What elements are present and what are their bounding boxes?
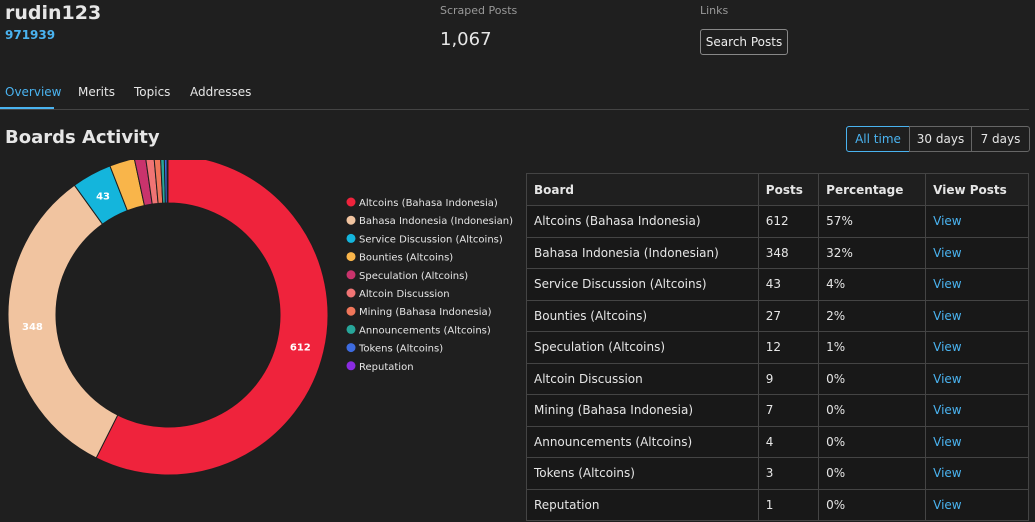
donut-slice — [95, 160, 329, 476]
table-cell: 0% — [818, 488, 927, 521]
tab[interactable]: Addresses — [190, 85, 252, 99]
legend-label: Service Discussion (Altcoins) — [359, 234, 503, 245]
view-link[interactable]: View — [925, 268, 1029, 301]
legend-label: Speculation (Altcoins) — [359, 271, 468, 282]
search-button[interactable]: Search Posts — [700, 29, 788, 55]
table-cell: 612 — [757, 205, 820, 238]
table-row: Announcements (Altcoins) 4 0% View — [526, 425, 1029, 458]
table-cell: 3 — [757, 457, 820, 490]
boards-table: Board Posts Percentage View Posts Altcoins (… — [526, 173, 1029, 521]
tab-underline — [0, 107, 54, 109]
table-cell: Altcoin Discussion — [526, 362, 759, 395]
table-row: Tokens (Altcoins) 3 0% View — [526, 457, 1029, 490]
range-button[interactable]: 7 days — [971, 126, 1030, 152]
view-link[interactable]: View — [925, 331, 1029, 364]
range-button[interactable]: 30 days — [909, 126, 972, 152]
table-cell: 4 — [757, 425, 820, 458]
table-row: Reputation 1 0% View — [526, 488, 1029, 521]
section-title: Boards Activity — [5, 127, 160, 148]
range-button[interactable]: All time — [846, 126, 910, 152]
table-cell: 12 — [757, 331, 820, 364]
table-cell: 4% — [818, 268, 927, 301]
table-cell: 43 — [757, 268, 820, 301]
view-link[interactable]: View — [925, 457, 1029, 490]
column-header: View Posts — [925, 173, 1029, 206]
table-cell: Altcoins (Bahasa Indonesia) — [526, 205, 759, 238]
legend-label: Altcoin Discussion — [359, 289, 450, 300]
table-cell: 0% — [818, 362, 927, 395]
table-cell: 9 — [757, 362, 820, 395]
table-cell: Reputation — [526, 488, 759, 521]
table-cell: Tokens (Altcoins) — [526, 457, 759, 490]
tab[interactable]: Merits — [78, 85, 115, 99]
scraped-value: 1,067 — [440, 29, 492, 50]
legend-swatch — [346, 343, 356, 353]
view-link[interactable]: View — [925, 299, 1029, 332]
user-id[interactable]: 971939 — [5, 28, 56, 42]
donut-slice — [166, 160, 169, 204]
donut-chart: 612 Altcoins (Bahasa Indonesia) 348 Bahasa … — [7, 160, 513, 476]
table-cell: Announcements (Altcoins) — [526, 425, 759, 458]
legend-swatch — [346, 306, 356, 316]
legend-swatch — [346, 197, 356, 207]
slice-label: 612 — [290, 342, 311, 353]
table-row: Bahasa Indonesia (Indonesian) 348 32% View — [526, 236, 1029, 269]
table-row: Bounties (Altcoins) 27 2% View — [526, 299, 1029, 332]
tab[interactable]: Overview — [5, 85, 62, 99]
legend-label: Tokens (Altcoins) — [358, 344, 443, 355]
table-cell: 32% — [818, 236, 927, 269]
table-cell: Bahasa Indonesia (Indonesian) — [526, 236, 759, 269]
legend-swatch — [346, 252, 356, 262]
table-cell: 0% — [818, 425, 927, 458]
tab[interactable]: Topics — [134, 85, 171, 99]
table-cell: Service Discussion (Altcoins) — [526, 268, 759, 301]
legend-swatch — [346, 324, 356, 334]
view-link[interactable]: View — [925, 425, 1029, 458]
legend-label: Reputation — [359, 362, 414, 373]
column-header: Board — [526, 173, 759, 206]
table-cell: 2% — [818, 299, 927, 332]
divider — [0, 109, 1029, 110]
table-cell: 57% — [818, 205, 927, 238]
table-cell: 1% — [818, 331, 927, 364]
legend-swatch — [346, 233, 356, 243]
table-cell: 7 — [757, 394, 820, 427]
table-row: Altcoins (Bahasa Indonesia) 612 57% View — [526, 205, 1029, 238]
table-cell: 27 — [757, 299, 820, 332]
slice-label: 348 — [22, 322, 43, 333]
view-link[interactable]: View — [925, 394, 1029, 427]
table-cell: Speculation (Altcoins) — [526, 331, 759, 364]
column-header: Percentage — [818, 173, 927, 206]
view-link[interactable]: View — [925, 488, 1029, 521]
table-cell: Bounties (Altcoins) — [526, 299, 759, 332]
table-cell: 0% — [818, 394, 927, 427]
table-row: Service Discussion (Altcoins) 43 4% View — [526, 268, 1029, 301]
legend-label: Announcements (Altcoins) — [359, 325, 491, 336]
column-header: Posts — [757, 173, 820, 206]
legend-label: Bounties (Altcoins) — [359, 253, 453, 264]
table-cell: 348 — [757, 236, 820, 269]
table-cell: Mining (Bahasa Indonesia) — [526, 394, 759, 427]
legend-label: Mining (Bahasa Indonesia) — [359, 307, 492, 318]
legend-swatch — [346, 215, 356, 225]
username: rudin123 — [5, 2, 102, 24]
donut-slice — [7, 184, 119, 459]
legend-label: Altcoins (Bahasa Indonesia) — [359, 198, 498, 209]
view-link[interactable]: View — [925, 205, 1029, 238]
table-row: Speculation (Altcoins) 12 1% View — [526, 331, 1029, 364]
legend-swatch — [346, 270, 356, 280]
table-row: Mining (Bahasa Indonesia) 7 0% View — [526, 394, 1029, 427]
legend-swatch — [346, 288, 356, 298]
table-cell: 1 — [757, 488, 820, 521]
scraped-label: Scraped Posts — [440, 4, 518, 17]
legend-label: Bahasa Indonesia (Indonesian) — [359, 216, 513, 227]
view-link[interactable]: View — [925, 236, 1029, 269]
table-row: Altcoin Discussion 9 0% View — [526, 362, 1029, 395]
table-cell: 0% — [818, 457, 927, 490]
view-link[interactable]: View — [925, 362, 1029, 395]
links-label: Links — [700, 4, 729, 17]
legend-swatch — [346, 361, 356, 371]
slice-label: 43 — [96, 192, 110, 203]
